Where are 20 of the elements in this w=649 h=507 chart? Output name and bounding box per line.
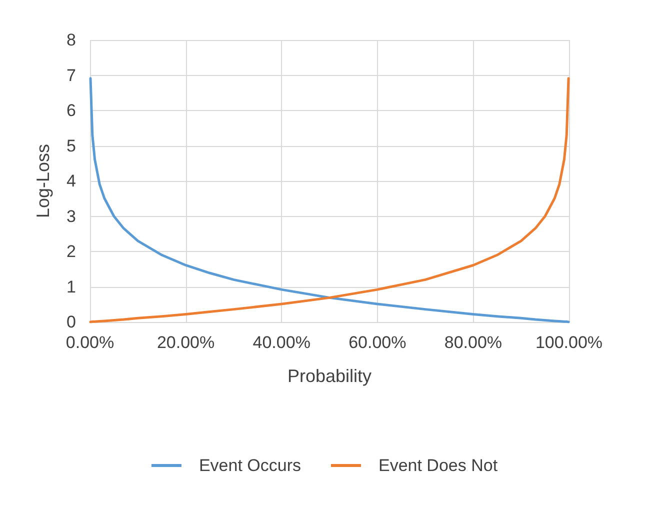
legend-label: Event Does Not: [378, 456, 498, 475]
x-tick-label: 100.00%: [535, 333, 603, 352]
x-tick-label: 20.00%: [156, 333, 215, 352]
x-axis-title: Probability: [287, 366, 372, 386]
x-tick-label: 40.00%: [252, 333, 310, 352]
y-tick-label: 7: [66, 66, 76, 85]
y-tick-label: 3: [66, 206, 76, 226]
x-tick-label: 0.00%: [66, 333, 114, 352]
y-tick-label: 1: [66, 277, 76, 296]
y-tick-label: 2: [66, 242, 76, 261]
y-tick-label: 6: [66, 101, 76, 120]
x-tick-label: 80.00%: [444, 333, 502, 352]
y-tick-label: 8: [66, 30, 76, 50]
line-series: [89, 77, 570, 324]
y-tick-label: 0: [66, 312, 76, 332]
legend-label: Event Occurs: [198, 456, 301, 475]
x-tick-label: 60.00%: [348, 333, 406, 352]
y-axis-title: Log-Loss: [33, 144, 53, 218]
y-tick-label: 4: [66, 172, 76, 190]
y-tick-label: 5: [66, 136, 76, 156]
